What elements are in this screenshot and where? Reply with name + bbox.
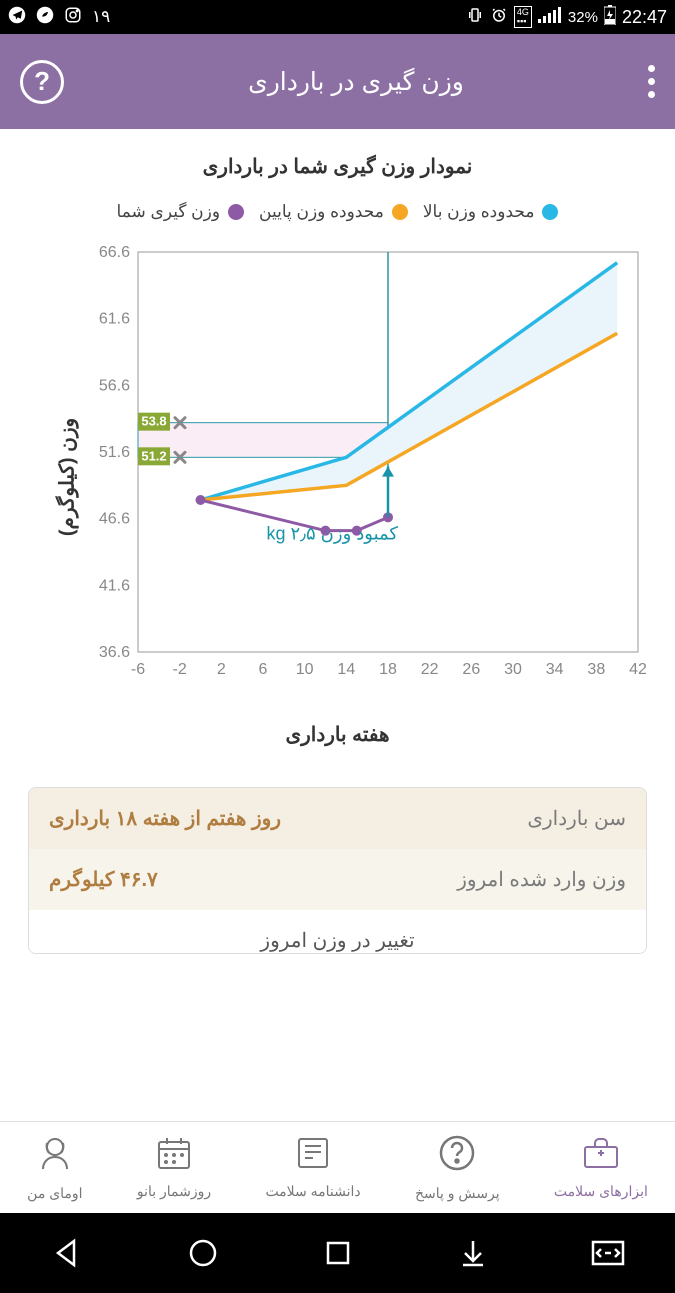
page-title: وزن گیری در بارداری: [248, 67, 464, 97]
notification-count: ۱۹: [92, 7, 110, 27]
legend-item: محدوده وزن پایین: [259, 202, 408, 222]
x-axis-label: هفته بارداری: [285, 722, 389, 747]
home-button[interactable]: [182, 1232, 224, 1274]
info-row-change: تغییر در وزن امروز: [29, 910, 646, 953]
svg-text:26: 26: [462, 661, 480, 678]
legend-label: وزن گیری شما: [117, 202, 221, 222]
question-icon: [437, 1133, 477, 1181]
svg-text:51.2: 51.2: [141, 448, 166, 463]
svg-text:14: 14: [337, 661, 355, 678]
help-button[interactable]: ?: [20, 60, 64, 104]
svg-text:6: 6: [258, 661, 267, 678]
legend-dot: [228, 204, 244, 220]
instagram-icon: [64, 6, 82, 28]
svg-text:53.8: 53.8: [141, 414, 166, 429]
system-nav-bar: [0, 1213, 675, 1293]
svg-text:61.6: 61.6: [98, 311, 129, 328]
svg-text:56.6: 56.6: [98, 377, 129, 394]
svg-text:34: 34: [545, 661, 563, 678]
info-card: سن بارداری روز هفتم از هفته ۱۸ بارداری و…: [28, 787, 647, 954]
info-row-weight: وزن وارد شده امروز ۴۶.۷ کیلوگرم: [29, 849, 646, 910]
nav-calendar[interactable]: روزشمار بانو: [137, 1135, 211, 1200]
battery-text: 32%: [568, 9, 598, 26]
dropdown-button[interactable]: [452, 1232, 494, 1274]
svg-text:66.6: 66.6: [98, 244, 129, 261]
clock-text: 22:47: [622, 7, 667, 28]
nav-label: دانشنامه سلامت: [265, 1183, 360, 1200]
legend-dot: [392, 204, 408, 220]
alarm-icon: [490, 6, 508, 28]
info-label: وزن وارد شده امروز: [457, 867, 626, 892]
svg-text:-2: -2: [172, 661, 186, 678]
legend-dot: [542, 204, 558, 220]
nav-toolkit[interactable]: ابزارهای سلامت: [554, 1135, 648, 1200]
battery-icon: [604, 5, 616, 29]
info-row-age: سن بارداری روز هفتم از هفته ۱۸ بارداری: [29, 788, 646, 849]
app-header: وزن گیری در بارداری ?: [0, 34, 675, 129]
profile-icon: [35, 1133, 75, 1181]
svg-text:30: 30: [504, 661, 522, 678]
nav-label: روزشمار بانو: [137, 1183, 211, 1200]
svg-text:18: 18: [379, 661, 397, 678]
svg-text:36.6: 36.6: [98, 644, 129, 661]
svg-text:10: 10: [295, 661, 313, 678]
vibrate-icon: [466, 6, 484, 28]
nav-profile[interactable]: اومای من: [27, 1133, 82, 1202]
info-partial: تغییر در وزن امروز: [260, 928, 414, 953]
legend-label: محدوده وزن بالا: [423, 202, 535, 222]
svg-text:38: 38: [587, 661, 605, 678]
back-button[interactable]: [47, 1232, 89, 1274]
svg-text:-6: -6: [130, 661, 144, 678]
content-area: نمودار وزن گیری شما در بارداری محدوده وز…: [0, 129, 675, 1121]
menu-icon[interactable]: [648, 65, 655, 98]
nav-label: ابزارهای سلامت: [554, 1183, 648, 1200]
toolkit-icon: [581, 1135, 621, 1179]
news-icon: [293, 1135, 333, 1179]
signal-icon: [538, 7, 562, 27]
info-value: ۴۶.۷ کیلوگرم: [49, 867, 158, 892]
info-value: روز هفتم از هفته ۱۸ بارداری: [49, 806, 281, 831]
telegram-icon: [8, 6, 26, 28]
svg-text:51.6: 51.6: [98, 444, 129, 461]
data-icon: 4G▪▪▪: [514, 6, 532, 28]
bottom-nav: ابزارهای سلامت پرسش و پاسخ دانشنامه سلامت ر…: [0, 1121, 675, 1213]
switch-button[interactable]: [587, 1232, 629, 1274]
svg-text:46.6: 46.6: [98, 511, 129, 528]
chart-area: وزن (کیلوگرم) 66.6 61.6 56.6 51.6 46.6 41.6 36…: [18, 242, 658, 712]
status-bar: ۱۹ 4G▪▪▪ 32% 22:47: [0, 0, 675, 34]
svg-text:2: 2: [216, 661, 225, 678]
nav-news[interactable]: دانشنامه سلامت: [265, 1135, 360, 1200]
svg-text:41.6: 41.6: [98, 577, 129, 594]
recent-button[interactable]: [317, 1232, 359, 1274]
info-label: سن بارداری: [527, 806, 626, 831]
nav-label: اومای من: [27, 1185, 82, 1202]
legend-item: محدوده وزن بالا: [423, 202, 559, 222]
y-axis-label: وزن (کیلوگرم): [54, 418, 79, 536]
legend-label: محدوده وزن پایین: [259, 202, 384, 222]
chart-legend: محدوده وزن بالا محدوده وزن پایین وزن گیری …: [0, 194, 675, 242]
svg-text:42: 42: [629, 661, 647, 678]
weight-chart: 66.661.656.651.646.641.636.6-6-226101418…: [18, 242, 658, 682]
svg-text:کمبود وزن ۲٫۵ kg: کمبود وزن ۲٫۵ kg: [266, 523, 398, 544]
nav-label: پرسش و پاسخ: [415, 1185, 500, 1202]
svg-text:22: 22: [420, 661, 438, 678]
chart-title: نمودار وزن گیری شما در بارداری: [0, 129, 675, 194]
calendar-icon: [154, 1135, 194, 1179]
leaf-icon: [36, 6, 54, 28]
nav-question[interactable]: پرسش و پاسخ: [415, 1133, 500, 1202]
legend-item: وزن گیری شما: [117, 202, 245, 222]
